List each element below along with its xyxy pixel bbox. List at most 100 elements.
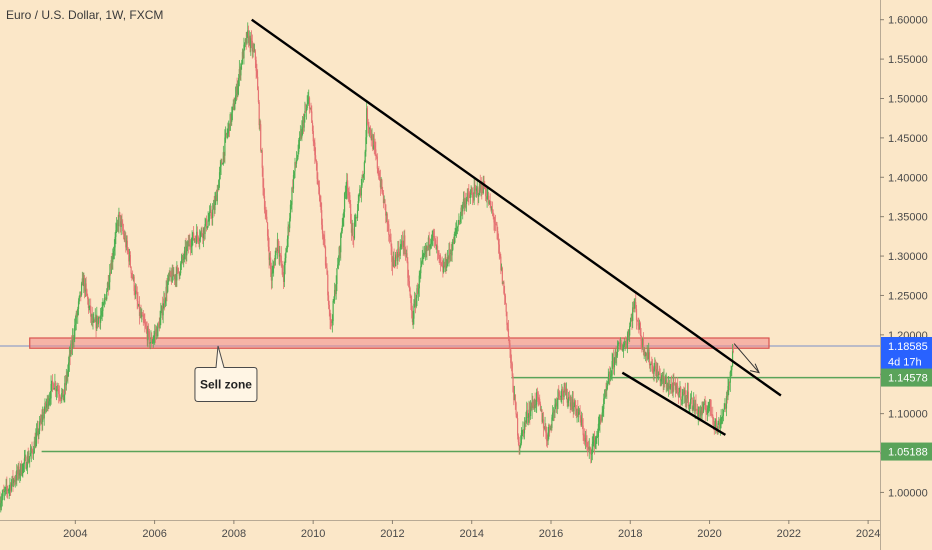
candle-body — [301, 126, 303, 138]
candle-body — [278, 249, 280, 257]
candle-body — [263, 187, 265, 196]
x-tick-label: 2018 — [618, 528, 642, 540]
candle-body — [565, 388, 567, 395]
candle-body — [294, 162, 296, 172]
candle-body — [452, 239, 455, 245]
candle-body — [380, 180, 382, 188]
candle-body — [146, 329, 148, 341]
candle-body — [154, 332, 157, 334]
candle-body — [472, 197, 474, 201]
candle-body — [332, 300, 334, 322]
candle-body — [128, 252, 130, 262]
candle-body — [42, 414, 45, 419]
candle-body — [21, 473, 23, 475]
candle-body — [528, 409, 530, 418]
candle-body — [254, 50, 256, 60]
candle-body — [555, 402, 558, 407]
candle-body — [424, 248, 426, 254]
candle-body — [690, 398, 692, 404]
candle-body — [566, 388, 568, 403]
candle-body — [504, 295, 507, 304]
candle-body — [666, 380, 668, 389]
candle-body — [618, 342, 620, 344]
candle-body — [16, 470, 19, 474]
candle-body — [565, 389, 567, 395]
candle-body — [195, 238, 197, 244]
candle-body — [535, 404, 537, 406]
candle-body — [632, 307, 635, 310]
candle-body — [558, 392, 561, 397]
candle-body — [32, 453, 35, 455]
candle-body — [462, 204, 464, 212]
candle-body — [199, 238, 201, 242]
candle-body — [45, 402, 47, 408]
candle-body — [599, 417, 601, 424]
candle-body — [48, 401, 50, 407]
candle-body — [275, 248, 277, 256]
candle-body — [540, 409, 542, 411]
y-tick-label: 1.50000 — [888, 93, 928, 105]
candle-body — [542, 419, 544, 422]
candle-body — [477, 188, 479, 197]
candle-body — [517, 435, 519, 443]
candle-body — [72, 337, 74, 340]
candle-body — [374, 145, 376, 150]
candle-body — [200, 230, 202, 233]
candle-body — [541, 409, 543, 422]
candle-body — [7, 490, 9, 491]
candle-body — [452, 239, 454, 250]
candle-body — [118, 212, 120, 226]
candle-body — [292, 175, 295, 189]
candle-body — [22, 464, 24, 474]
candle-body — [402, 245, 404, 247]
candle-body — [377, 168, 379, 173]
candle-body — [1, 496, 3, 501]
candle-body — [54, 382, 56, 389]
candle-body — [696, 408, 699, 417]
candle-body — [455, 228, 457, 234]
candle-body — [488, 200, 490, 204]
candle-body — [306, 103, 308, 109]
candle-body — [448, 249, 450, 260]
candle-body — [236, 86, 238, 94]
candle-body — [60, 398, 62, 399]
candle-body — [485, 196, 487, 200]
candle-body — [391, 261, 394, 267]
candle-body — [205, 218, 208, 229]
candle-body — [587, 446, 589, 448]
candle-body — [650, 362, 652, 365]
candle-body — [87, 299, 90, 308]
candle-body — [13, 479, 16, 482]
candle-body — [645, 352, 648, 356]
y-tick-label: 1.45000 — [888, 133, 928, 145]
candle-body — [629, 321, 632, 327]
candle-body — [397, 248, 399, 262]
candle-body — [544, 426, 546, 430]
candle-body — [441, 264, 443, 267]
candle-body — [182, 256, 184, 260]
candle-body — [105, 297, 107, 300]
candle-body — [550, 426, 552, 428]
candle-body — [507, 324, 509, 329]
candle-body — [401, 240, 404, 246]
candle-body — [355, 217, 357, 218]
candle-body — [237, 86, 239, 94]
candle-body — [177, 267, 179, 273]
candle-body — [57, 389, 59, 391]
candle-body — [617, 343, 619, 346]
candle-body — [359, 189, 361, 195]
candle-body — [247, 30, 250, 44]
candle-body — [600, 418, 603, 421]
candle-body — [8, 487, 10, 491]
candle-body — [642, 338, 644, 348]
candle-body — [453, 233, 455, 245]
price-scale-area — [880, 0, 932, 550]
candle-body — [705, 408, 707, 412]
candle-body — [91, 314, 93, 323]
candle-body — [23, 458, 25, 464]
candle-body — [427, 246, 429, 247]
candle-body — [61, 389, 64, 394]
candle-body — [409, 288, 411, 296]
